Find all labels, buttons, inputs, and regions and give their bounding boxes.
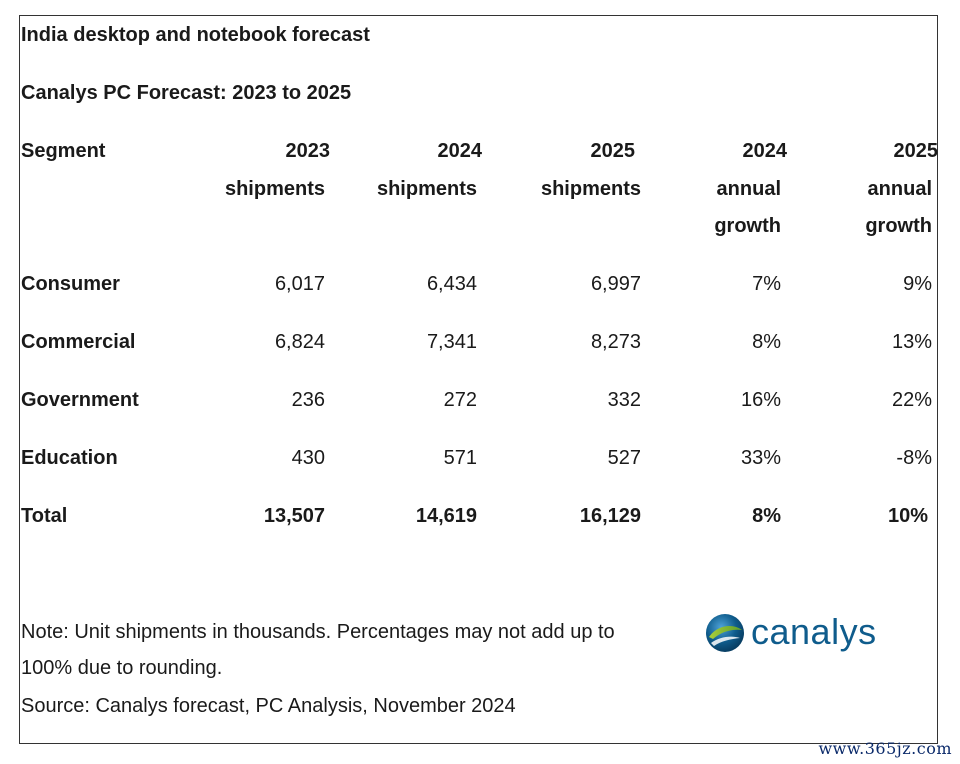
row-segment: Education bbox=[21, 447, 118, 469]
header-2023-year: 2023 bbox=[285, 140, 331, 162]
row-2024-growth: 16% bbox=[740, 389, 781, 411]
header-2024-growth-year: 2024 bbox=[742, 140, 788, 162]
logo-wordmark: canalys bbox=[751, 611, 877, 652]
watermark: www.365jz.com bbox=[818, 739, 952, 758]
row-2025-shipments: 332 bbox=[607, 389, 641, 411]
canalys-logo: canalys bbox=[705, 612, 895, 656]
row-segment: Commercial bbox=[21, 331, 136, 353]
header-2025-growth-line2: annual bbox=[867, 178, 932, 200]
row-2024-growth: 33% bbox=[740, 447, 781, 469]
row-2025-growth: 13% bbox=[891, 331, 932, 353]
header-2024-label: shipments bbox=[376, 178, 477, 200]
note-line-2: 100% due to rounding. bbox=[21, 657, 223, 679]
row-2025-shipments: 8,273 bbox=[590, 331, 641, 353]
row-2025-growth: -8% bbox=[896, 447, 932, 469]
total-label: Total bbox=[21, 505, 68, 527]
header-2024-year: 2024 bbox=[437, 140, 483, 162]
total-2025-growth: 10% bbox=[887, 505, 928, 527]
row-2023-shipments: 6,017 bbox=[274, 273, 325, 295]
header-2025-label: shipments bbox=[540, 178, 641, 200]
total-2023-shipments: 13,507 bbox=[263, 505, 325, 527]
table-frame bbox=[19, 15, 938, 744]
row-2025-growth: 9% bbox=[903, 273, 932, 295]
total-2024-growth: 8% bbox=[752, 505, 781, 527]
table-subtitle: Canalys PC Forecast: 2023 to 2025 bbox=[21, 82, 352, 104]
row-2024-shipments: 6,434 bbox=[426, 273, 477, 295]
row-segment: Government bbox=[21, 389, 139, 411]
source-note: Source: Canalys forecast, PC Analysis, N… bbox=[21, 695, 516, 717]
row-2023-shipments: 6,824 bbox=[274, 331, 325, 353]
row-2025-growth: 22% bbox=[891, 389, 932, 411]
row-2024-growth: 7% bbox=[752, 273, 781, 295]
row-2024-growth: 8% bbox=[752, 331, 781, 353]
table-title: India desktop and notebook forecast bbox=[21, 24, 370, 46]
row-2023-shipments: 430 bbox=[291, 447, 325, 469]
row-segment: Consumer bbox=[21, 273, 120, 295]
row-2025-shipments: 527 bbox=[607, 447, 641, 469]
header-2025-growth-year: 2025 bbox=[893, 140, 939, 162]
row-2023-shipments: 236 bbox=[291, 389, 325, 411]
total-2024-shipments: 14,619 bbox=[415, 505, 477, 527]
row-2024-shipments: 272 bbox=[443, 389, 477, 411]
header-segment: Segment bbox=[21, 140, 106, 162]
total-2025-shipments: 16,129 bbox=[579, 505, 641, 527]
row-2024-shipments: 571 bbox=[443, 447, 477, 469]
note-line-1: Note: Unit shipments in thousands. Perce… bbox=[21, 621, 615, 643]
globe-icon bbox=[706, 614, 744, 652]
header-2024-growth-line2: annual bbox=[716, 178, 781, 200]
header-2023-label: shipments bbox=[224, 178, 325, 200]
header-2025-growth-line3: growth bbox=[865, 215, 932, 237]
header-2025-year: 2025 bbox=[590, 140, 636, 162]
row-2024-shipments: 7,341 bbox=[426, 331, 477, 353]
row-2025-shipments: 6,997 bbox=[590, 273, 641, 295]
header-2024-growth-line3: growth bbox=[714, 215, 781, 237]
